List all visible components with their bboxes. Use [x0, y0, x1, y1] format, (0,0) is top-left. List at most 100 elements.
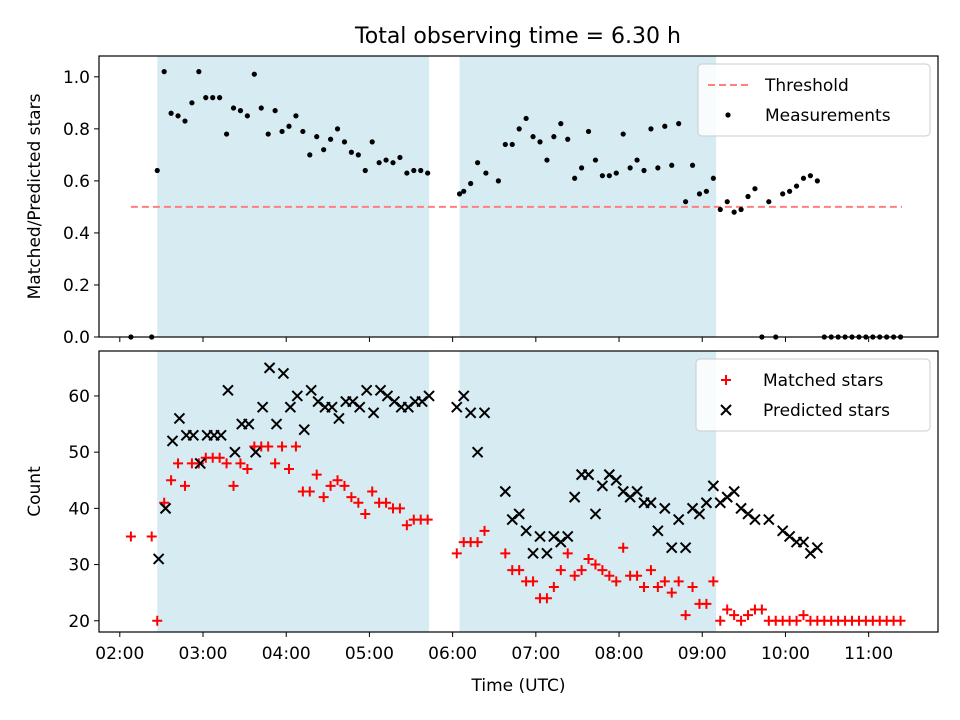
measurement-point	[558, 121, 564, 127]
matched-star-point	[332, 475, 343, 486]
matched-star-point	[687, 582, 698, 593]
matched-star-point	[743, 610, 754, 621]
matched-star-point	[179, 480, 190, 491]
measurement-point	[376, 160, 382, 166]
measurement-point	[648, 126, 654, 132]
measurement-point	[362, 167, 368, 174]
measurement-point	[606, 173, 612, 179]
predicted-star-point	[159, 502, 172, 515]
measurement-point	[474, 160, 481, 166]
matched-star-point	[639, 582, 650, 593]
predicted-star-point	[270, 418, 283, 430]
matched-star-point	[895, 615, 906, 626]
legend-label: Threshold	[764, 76, 849, 96]
measurement-point	[572, 175, 578, 181]
predicted-star-point	[645, 497, 657, 509]
y-tick-label: 0.0	[63, 328, 90, 348]
predicted-star-point	[277, 367, 290, 380]
measurement-point	[592, 157, 599, 163]
matched-star-point	[729, 610, 740, 621]
matched-star-point	[618, 542, 629, 553]
y-axis-label: Count	[25, 466, 45, 517]
predicted-star-point	[215, 429, 227, 442]
measurement-point	[662, 123, 668, 129]
matched-star-point	[736, 615, 747, 626]
measurement-point	[578, 165, 585, 171]
predicted-star-point	[284, 401, 297, 413]
figure-title: Total observing time = 6.30 h	[354, 24, 681, 49]
legend-predicted-swatch	[720, 404, 732, 416]
measurement-point	[265, 131, 271, 137]
predicted-star-point	[333, 412, 345, 425]
predicted-star-point	[700, 497, 713, 509]
predicted-star-point	[243, 418, 255, 430]
measurement-point	[703, 188, 710, 194]
matched-star-point	[500, 548, 511, 559]
count-panel: 20 30 40 50 60 02:00 03:00 04:00 05:00 06:00 07:00…	[25, 350, 939, 696]
matched-star-point	[270, 458, 281, 469]
predicted-star-point	[797, 536, 810, 548]
measurement-point	[551, 134, 557, 140]
predicted-star-point	[152, 553, 165, 565]
measurement-point	[383, 157, 389, 163]
measurement-point	[411, 167, 417, 174]
matched-star-point	[277, 441, 288, 452]
y-tick-label: 0.2	[63, 276, 90, 296]
legend-label: Measurements	[765, 106, 891, 126]
predicted-star-point	[562, 530, 574, 543]
matched-star-point	[528, 576, 539, 587]
predicted-star-point	[652, 525, 664, 537]
matched-star-point	[346, 492, 357, 503]
measurement-point	[210, 95, 216, 101]
matched-star-point	[673, 576, 684, 587]
matched-star-point	[394, 503, 405, 514]
predicted-star-point	[693, 508, 706, 520]
predicted-star-point	[659, 502, 671, 515]
matched-star-point	[311, 469, 322, 480]
predicted-star-point	[707, 480, 720, 492]
matched-star-point	[451, 548, 462, 559]
predicted-star-point	[520, 525, 532, 537]
predicted-star-point	[166, 435, 179, 447]
predicted-star-point	[582, 468, 595, 481]
measurement-point	[314, 134, 320, 140]
measurement-point	[585, 128, 592, 135]
matched-star-point	[325, 480, 336, 491]
measurement-point	[523, 115, 529, 122]
shaded-interval	[157, 351, 430, 632]
matched-star-point	[283, 464, 294, 475]
measurement-point	[425, 170, 431, 176]
predicted-star-point	[679, 541, 692, 554]
predicted-star-point	[326, 401, 338, 413]
predicted-star-point	[360, 384, 373, 397]
measurement-point	[327, 136, 334, 142]
x-tick-label: 09:00	[678, 644, 727, 664]
predicted-star-point	[464, 407, 477, 419]
measurement-point	[168, 110, 174, 116]
measurement-point	[613, 170, 619, 176]
measurement-point	[348, 149, 354, 155]
predicted-star-point	[749, 513, 761, 526]
predicted-star-point	[423, 390, 435, 402]
matched-star-point	[632, 570, 643, 581]
matched-star-point	[166, 475, 177, 486]
matched-star-point	[659, 576, 670, 587]
measurement-point	[154, 167, 160, 174]
measurement-point	[217, 95, 223, 101]
matched-star-point	[722, 604, 733, 615]
predicted-star-point	[499, 485, 512, 498]
legend-matched-swatch	[721, 375, 731, 385]
predicted-star-point	[478, 407, 491, 419]
measurement-point	[502, 141, 508, 148]
matched-star-point	[353, 497, 364, 508]
measurement-point	[203, 95, 209, 101]
measurement-point	[483, 170, 489, 176]
matched-star-point	[652, 582, 663, 593]
y-tick-label: 0.8	[63, 120, 90, 140]
measurement-point	[537, 139, 543, 145]
matched-star-point	[791, 615, 802, 626]
y-axis-label: Matched/Predicted stars	[25, 93, 45, 299]
measurement-point	[800, 175, 807, 181]
measurement-point	[189, 100, 195, 106]
matched-star-point	[666, 587, 677, 598]
